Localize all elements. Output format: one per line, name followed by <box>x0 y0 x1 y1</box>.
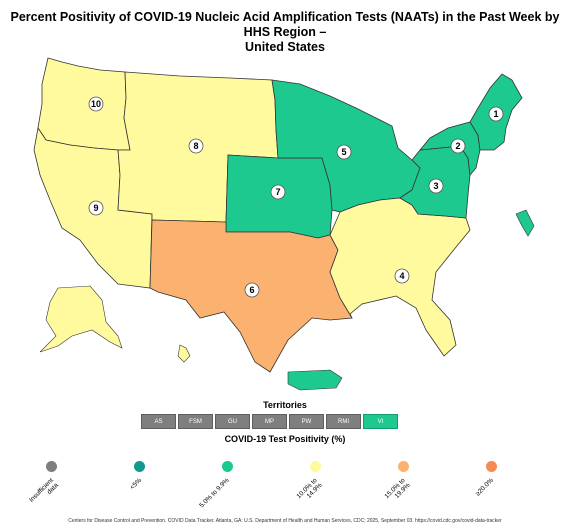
svg-text:9: 9 <box>93 203 98 213</box>
legend-swatch <box>486 461 497 472</box>
territories-row: AS FSM GU MP PW RMI VI <box>141 414 398 429</box>
map-title: Percent Positivity of COVID-19 Nucleic A… <box>0 10 570 55</box>
legend-swatch <box>310 461 321 472</box>
legend-label: <5% <box>129 477 143 491</box>
region-label-10: 10 <box>88 96 104 112</box>
svg-text:5: 5 <box>341 147 346 157</box>
legend-label-line-1: 5.0% to 9.9% <box>198 477 231 510</box>
svg-text:4: 4 <box>399 271 404 281</box>
legend-swatch <box>398 461 409 472</box>
region-label-5: 5 <box>336 144 352 160</box>
legend-title: COVID-19 Test Positivity (%) <box>224 434 346 444</box>
source-footer: Centers for Disease Control and Preventi… <box>68 518 502 524</box>
territory-pw[interactable]: PW <box>289 414 324 429</box>
legend-swatch <box>46 461 57 472</box>
svg-text:7: 7 <box>275 187 280 197</box>
hawaii-area[interactable] <box>177 344 191 363</box>
region-label-2: 2 <box>450 138 466 154</box>
region-label-9: 9 <box>88 200 104 216</box>
region-label-7: 7 <box>270 184 286 200</box>
territories-title: Territories <box>263 400 307 410</box>
svg-text:6: 6 <box>249 285 254 295</box>
puerto-rico-area[interactable] <box>287 369 343 391</box>
region-label-1: 1 <box>488 106 504 122</box>
territory-mp[interactable]: MP <box>252 414 287 429</box>
legend-label-line-1: <5% <box>128 477 143 492</box>
svg-text:3: 3 <box>433 181 438 191</box>
legend-swatch <box>134 461 145 472</box>
territory-as[interactable]: AS <box>141 414 176 429</box>
region-label-4: 4 <box>394 268 410 284</box>
legend-label: Insufficient data <box>28 477 60 509</box>
territory-vi[interactable]: VI <box>363 414 398 429</box>
territory-fsm[interactable]: FSM <box>178 414 213 429</box>
svg-text:10: 10 <box>91 99 101 109</box>
territory-east-area[interactable] <box>515 209 535 237</box>
svg-text:2: 2 <box>455 141 460 151</box>
region-label-8: 8 <box>188 138 204 154</box>
legend-label: 15.0% to 19.9% <box>384 477 412 505</box>
legend-label: 5.0% to 9.9% <box>199 477 231 509</box>
map-title-line-2: United States <box>245 40 325 54</box>
legend-label: ≥20.0% <box>474 477 495 498</box>
svg-text:1: 1 <box>493 109 498 119</box>
region-label-3: 3 <box>428 178 444 194</box>
region-label-6: 6 <box>244 282 260 298</box>
svg-text:8: 8 <box>193 141 198 151</box>
legend-label: 10.0% to 14.9% <box>296 477 324 505</box>
territory-rmi[interactable]: RMI <box>326 414 361 429</box>
alaska-area[interactable] <box>39 285 123 353</box>
region-10-area[interactable] <box>37 57 131 151</box>
legend-label-line-1: ≥20.0% <box>474 477 495 498</box>
territory-gu[interactable]: GU <box>215 414 250 429</box>
map-title-line-1: Percent Positivity of COVID-19 Nucleic A… <box>10 10 560 39</box>
legend-swatch <box>222 461 233 472</box>
us-hhs-region-map: 10 8 9 7 5 6 4 3 2 1 <box>33 57 535 391</box>
